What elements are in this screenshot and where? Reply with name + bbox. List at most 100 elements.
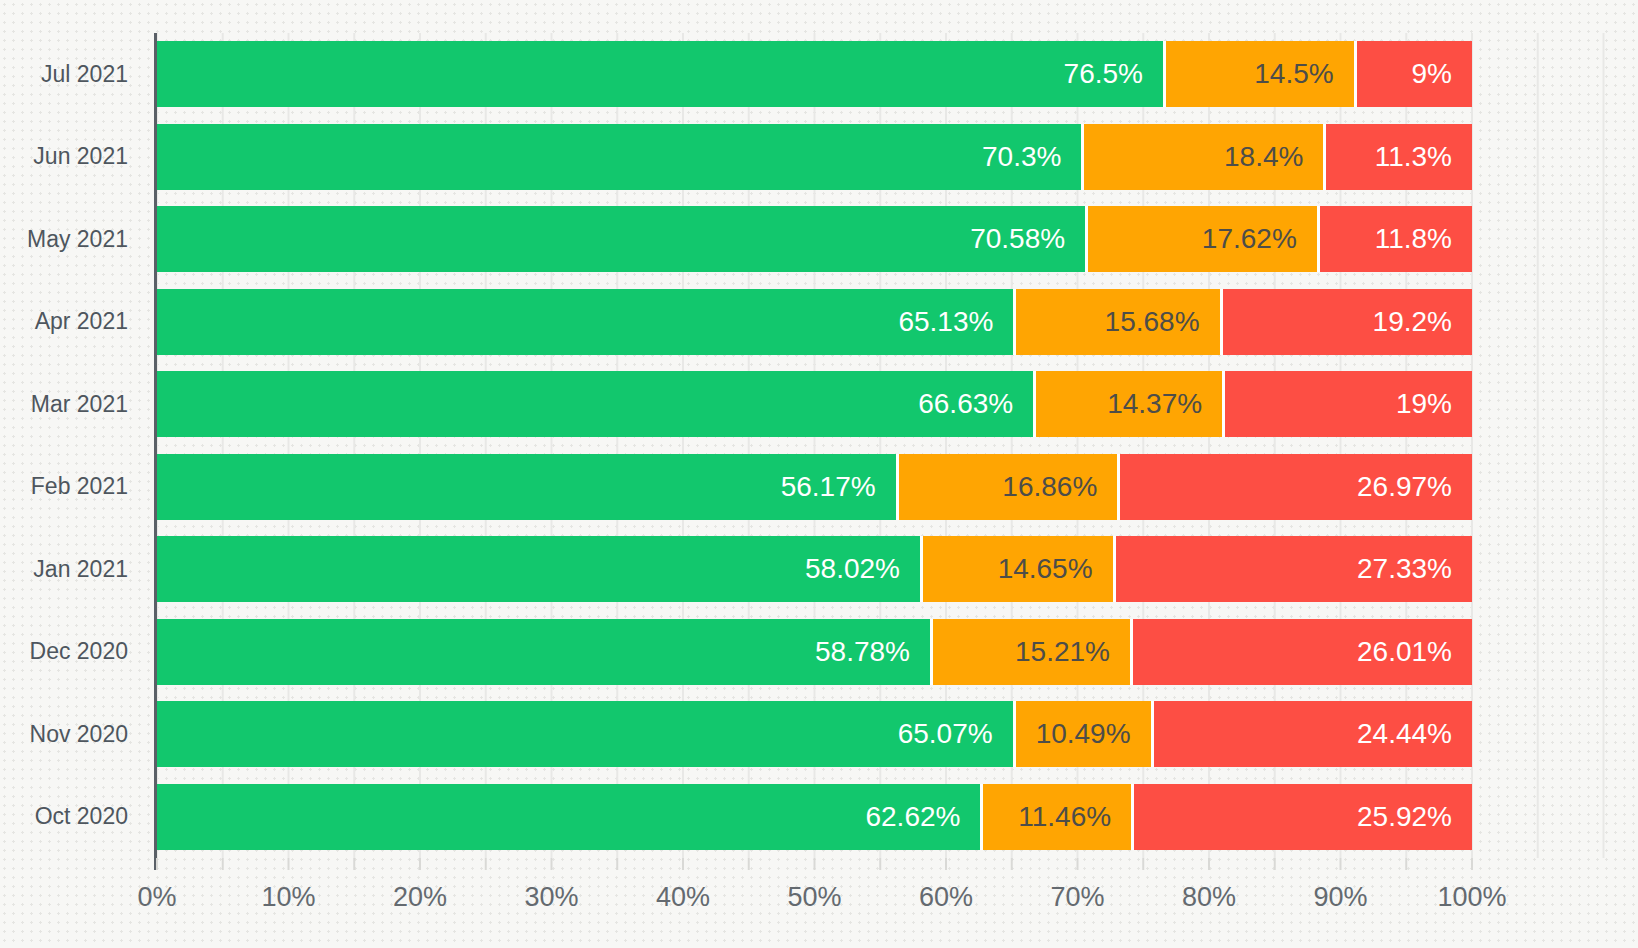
chart-rows: Jul 202176.5%14.5%9%Jun 202170.3%18.4%11… [0,33,1638,858]
y-axis-label: Apr 2021 [0,308,128,335]
red-segment[interactable]: 11.3% [1323,124,1472,190]
red-segment[interactable]: 25.92% [1131,784,1472,850]
bar-track: 65.13% 15.68% 19.2% [157,289,1472,355]
bar-row: Oct 202062.62%11.46%25.92% [0,776,1638,859]
value-label: 17.62% [1202,223,1317,255]
y-axis-label: Mar 2021 [0,391,128,418]
bar-row: Nov 202065.07%10.49%24.44% [0,693,1638,776]
y-axis-label: Dec 2020 [0,638,128,665]
value-label: 18.4% [1224,141,1323,173]
stacked-bar: 58.02%14.65% 27.33% [157,536,1472,602]
x-axis-labels: 0%10%20%30%40%50%60%70%80%90%100% [157,882,1472,916]
x-axis-tick-label: 40% [656,882,710,913]
stacked-bar: 70.3% 18.4%11.3% [157,124,1472,190]
bar-track: 76.5% 14.5%9% [157,41,1472,107]
value-label: 58.02% [805,553,920,585]
stacked-bar: 65.07% 10.49% 24.44% [157,701,1472,767]
bar-row: Dec 2020 58.78% 15.21%26.01% [0,611,1638,694]
orange-segment[interactable]: 17.62% [1085,206,1317,272]
orange-segment[interactable]: 18.4% [1081,124,1323,190]
value-label: 26.97% [1357,471,1472,503]
bar-row: Feb 2021 56.17%16.86% 26.97% [0,446,1638,529]
bar-track: 58.02%14.65% 27.33% [157,536,1472,602]
value-label: 10.49% [1036,718,1151,750]
green-segment[interactable]: 65.13% [157,289,1013,355]
bar-track: 58.78% 15.21%26.01% [157,619,1472,685]
orange-segment[interactable]: 15.68% [1013,289,1219,355]
x-axis-tick-label: 0% [137,882,176,913]
green-segment[interactable]: 58.78% [157,619,930,685]
green-segment[interactable]: 70.58% [157,206,1085,272]
value-label: 56.17% [781,471,896,503]
value-label: 58.78% [815,636,930,668]
green-segment[interactable]: 56.17% [157,454,896,520]
value-label: 19% [1396,388,1472,420]
value-label: 65.13% [898,306,1013,338]
x-axis-tick-label: 100% [1437,882,1506,913]
x-axis-tick-label: 20% [393,882,447,913]
y-axis-label: Jun 2021 [0,143,128,170]
x-axis-tick-label: 50% [787,882,841,913]
red-segment[interactable]: 24.44% [1151,701,1472,767]
orange-segment[interactable]: 11.46% [980,784,1131,850]
green-segment[interactable]: 76.5% [157,41,1163,107]
orange-segment[interactable]: 14.5% [1163,41,1354,107]
y-axis-label: May 2021 [0,226,128,253]
x-axis-tick-label: 70% [1050,882,1104,913]
bar-row: Mar 2021 66.63% 14.37% 19% [0,363,1638,446]
green-segment[interactable]: 65.07% [157,701,1013,767]
bar-row: Apr 2021 65.13% 15.68% 19.2% [0,281,1638,364]
orange-segment[interactable]: 16.86% [896,454,1118,520]
red-segment[interactable]: 26.97% [1117,454,1472,520]
value-label: 70.58% [970,223,1085,255]
stacked-bar: 56.17%16.86% 26.97% [157,454,1472,520]
red-segment[interactable]: 26.01% [1130,619,1472,685]
green-segment[interactable]: 70.3% [157,124,1081,190]
value-label: 15.68% [1105,306,1220,338]
green-segment[interactable]: 58.02% [157,536,920,602]
bar-track: 62.62% 11.46% 25.92% [157,784,1472,850]
red-segment[interactable]: 27.33% [1113,536,1472,602]
green-segment[interactable]: 66.63% [157,371,1033,437]
value-label: 19.2% [1373,306,1472,338]
orange-segment[interactable]: 14.65% [920,536,1113,602]
value-label: 27.33% [1357,553,1472,585]
orange-segment[interactable]: 15.21% [930,619,1130,685]
value-label: 24.44% [1357,718,1472,750]
stacked-bar: 66.63% 14.37% 19% [157,371,1472,437]
stacked-bar-chart: Jul 202176.5%14.5%9%Jun 202170.3%18.4%11… [0,0,1638,948]
bar-track: 66.63% 14.37% 19% [157,371,1472,437]
y-axis-label: Jan 2021 [0,556,128,583]
bar-row: Jul 2021 76.5% 14.5%9% [0,33,1638,116]
x-axis-tick-label: 60% [919,882,973,913]
value-label: 14.5% [1254,58,1353,90]
bar-track: 70.3% 18.4%11.3% [157,124,1472,190]
x-axis-tick-label: 30% [524,882,578,913]
x-axis-tick-label: 10% [261,882,315,913]
value-label: 76.5% [1064,58,1163,90]
stacked-bar: 65.13% 15.68% 19.2% [157,289,1472,355]
green-segment[interactable]: 62.62% [157,784,980,850]
bar-track: 65.07% 10.49% 24.44% [157,701,1472,767]
y-axis-label: Jul 2021 [0,61,128,88]
value-label: 65.07% [898,718,1013,750]
y-axis-label: Feb 2021 [0,473,128,500]
red-segment[interactable]: 19.2% [1220,289,1472,355]
value-label: 11.8% [1375,223,1472,255]
x-axis-tick-label: 80% [1182,882,1236,913]
red-segment[interactable]: 11.8% [1317,206,1472,272]
bar-track: 70.58% 17.62% 11.8% [157,206,1472,272]
value-label: 14.37% [1107,388,1222,420]
stacked-bar: 70.58% 17.62% 11.8% [157,206,1472,272]
x-axis-tick-label: 90% [1313,882,1367,913]
red-segment[interactable]: 19% [1222,371,1472,437]
value-label: 70.3% [982,141,1081,173]
value-label: 11.46% [1018,801,1131,833]
orange-segment[interactable]: 10.49% [1013,701,1151,767]
value-label: 25.92% [1357,801,1472,833]
value-label: 15.21% [1015,636,1130,668]
orange-segment[interactable]: 14.37% [1033,371,1222,437]
stacked-bar: 58.78% 15.21%26.01% [157,619,1472,685]
x-axis-ticks [156,858,1476,870]
red-segment[interactable]: 9% [1354,41,1472,107]
